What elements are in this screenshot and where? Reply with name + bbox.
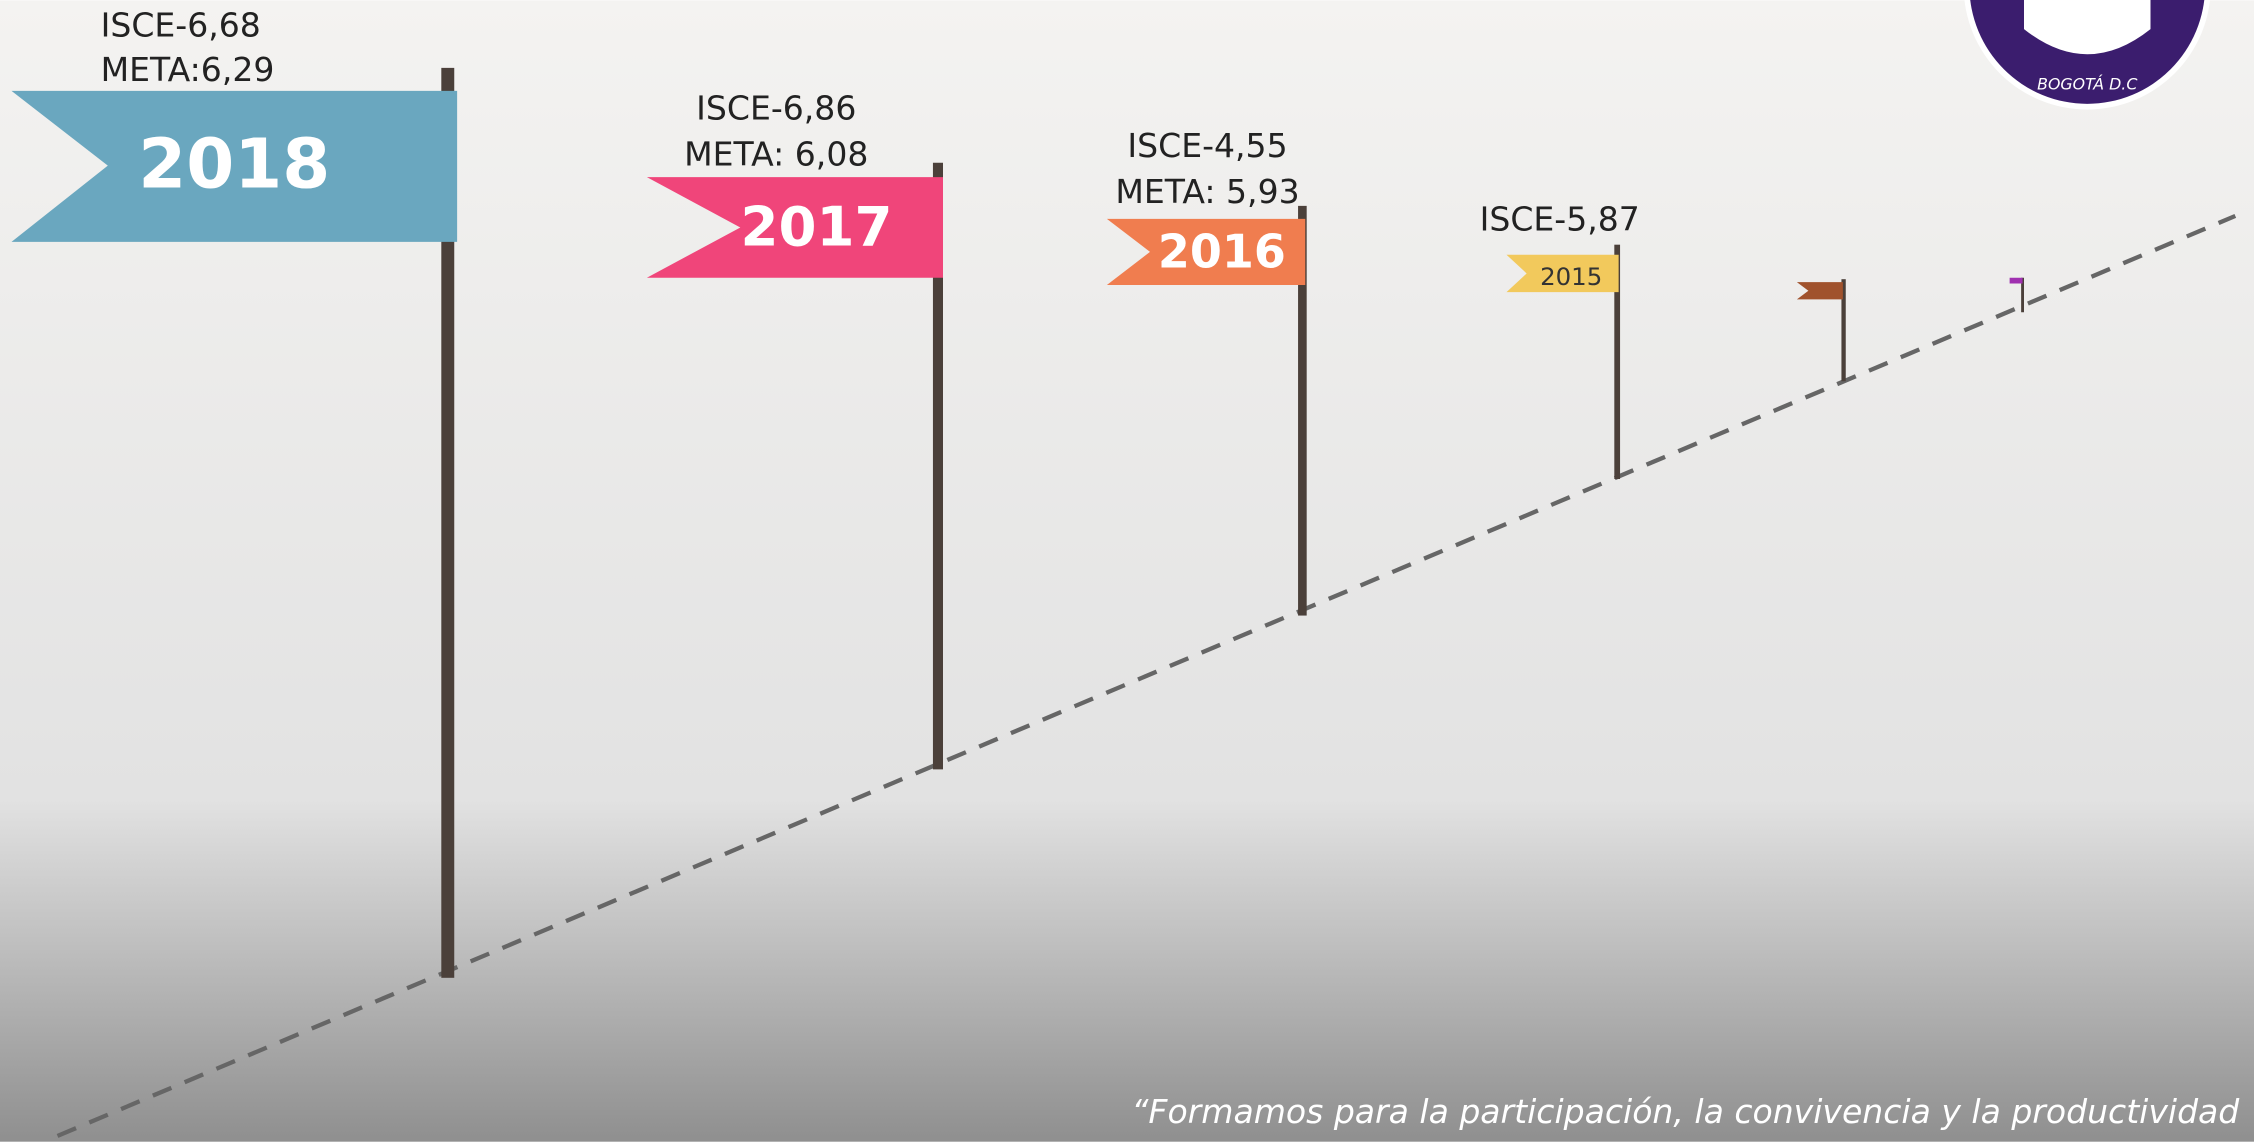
flag	[646, 177, 943, 278]
meta: META:6,29	[101, 50, 275, 89]
flag-2016: 2016 ISCE-4,55 META: 5,93	[1106, 126, 1307, 616]
flag-2015: 2015 ISCE-5,87	[1480, 199, 1640, 479]
flag	[1106, 218, 1306, 285]
logo: BOGOTÁ D.C	[1964, 0, 2211, 110]
pole	[1614, 244, 1621, 479]
quote: “Formamos para la participación, la conv…	[1131, 1092, 2240, 1131]
logo-shield	[2024, 0, 2151, 55]
pole	[932, 162, 943, 770]
pole	[441, 67, 455, 978]
flag	[2009, 277, 2023, 284]
pole	[1298, 205, 1307, 616]
year: 2017	[741, 194, 893, 258]
flag-2018: 2018 ISCE-6,68 META:6,29	[11, 5, 458, 978]
isce: ISCE-5,87	[1480, 199, 1640, 238]
flag	[11, 90, 458, 242]
pole	[2021, 277, 2024, 313]
isce: ISCE-6,86	[696, 89, 856, 128]
meta: META: 6,08	[684, 135, 868, 174]
flag-2017: 2017 ISCE-6,86 META: 6,08	[646, 89, 943, 770]
year: 2018	[138, 125, 330, 205]
timeline	[56, 213, 2237, 1138]
year: 2015	[1540, 262, 1602, 291]
flag	[1796, 282, 1843, 300]
logo-text: BOGOTÁ D.C	[2037, 74, 2137, 93]
meta: META: 5,93	[1115, 172, 1299, 211]
year: 2016	[1158, 224, 1286, 278]
flag	[1506, 254, 1619, 293]
pole	[1841, 279, 1846, 382]
isce: ISCE-6,68	[101, 5, 261, 44]
flag-small	[1796, 277, 2024, 382]
isce: ISCE-4,55	[1127, 126, 1287, 165]
